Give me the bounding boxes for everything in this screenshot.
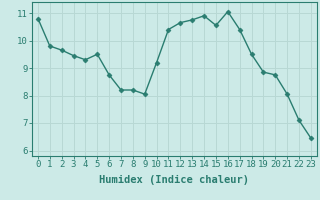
- X-axis label: Humidex (Indice chaleur): Humidex (Indice chaleur): [100, 175, 249, 185]
